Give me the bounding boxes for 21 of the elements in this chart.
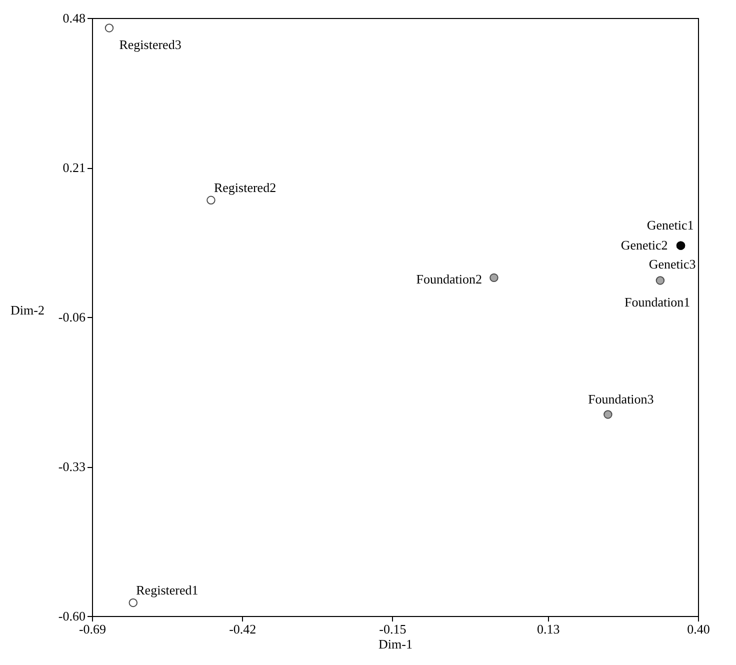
annotation: Registered3 — [119, 36, 182, 52]
y-tick-label: -0.06 — [58, 310, 86, 324]
x-tick-label: -0.42 — [229, 622, 256, 636]
x-axis-title: Dim-1 — [378, 636, 412, 652]
annotation: Genetic1 — [646, 218, 694, 233]
y-axis-title: Dim-2 — [10, 302, 44, 318]
x-tick-label: -0.69 — [78, 622, 106, 636]
x-tick-label: -0.15 — [379, 622, 406, 636]
y-tick-label: -0.33 — [58, 459, 86, 474]
annotation: Foundation2 — [416, 272, 482, 287]
annotation: Genetic2 — [620, 238, 668, 253]
annotation: Registered2 — [214, 180, 276, 196]
annotation: Foundation1 — [624, 294, 690, 310]
x-tick-label: 0.13 — [537, 622, 560, 636]
annotation: Foundation3 — [588, 391, 654, 406]
x-tick-label: 0.40 — [687, 622, 710, 636]
y-tick-label: -0.60 — [58, 608, 86, 624]
y-tick-label: 0.21 — [62, 160, 86, 175]
y-tick-label: 0.48 — [62, 10, 86, 26]
annotation: Registered1 — [136, 582, 198, 598]
annotation: Genetic3 — [648, 256, 696, 272]
